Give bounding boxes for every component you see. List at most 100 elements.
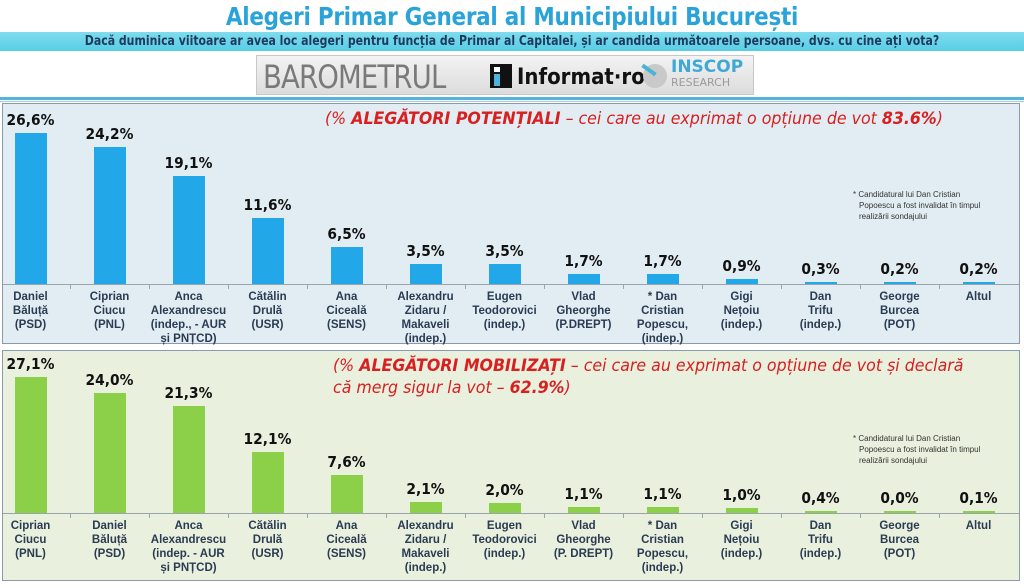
- axis-tick: [860, 514, 861, 518]
- survey-question: Dacă duminica viitoare ar avea loc alege…: [84, 34, 940, 49]
- informat-logo-icon: [490, 64, 512, 88]
- inscop-research-label: RESEARCH: [671, 76, 731, 89]
- bar-column: 7,6%: [307, 351, 386, 513]
- axis-tick: [465, 285, 466, 289]
- category-label: Alexandru Zidaru / Makaveli (indep.): [397, 520, 454, 574]
- axis-tick: [149, 514, 150, 518]
- bar: [93, 146, 126, 284]
- bar: [488, 264, 521, 284]
- bar-value-label: 7,6%: [327, 452, 366, 471]
- category-label: Altul: [965, 291, 992, 303]
- bar: [646, 274, 679, 284]
- header-divider: [0, 97, 1024, 100]
- bar-column: 0,2%: [939, 104, 1018, 284]
- x-axis-line: [3, 513, 1019, 514]
- category-label: Ciprian Ciucu (PNL): [10, 520, 51, 560]
- axis-tick: [702, 514, 703, 518]
- bar-value-label: 24,2%: [85, 124, 134, 143]
- bar-value-label: 0,2%: [880, 260, 919, 278]
- bar-column: 3,5%: [465, 104, 544, 284]
- axis-tick: [386, 285, 387, 289]
- axis-tick: [623, 514, 624, 518]
- chart-mobilized-voters: (% ALEGĂTORI MOBILIZAȚI – cei care au ex…: [2, 350, 1020, 581]
- bar-value-label: 26,6%: [6, 110, 55, 129]
- category-label: Daniel Băluță (PSD): [91, 520, 128, 560]
- bar-value-label: 1,0%: [722, 485, 761, 504]
- axis-tick: [544, 285, 545, 289]
- inscop-logo-icon: [643, 64, 667, 88]
- bar-value-label: 1,1%: [564, 485, 603, 504]
- bar: [725, 278, 758, 284]
- panel-note-potential: (% ALEGĂTORI POTENȚIALI – cei care au ex…: [325, 109, 943, 129]
- header-divider-thin: [0, 101, 1024, 102]
- category-label: Vlad Gheorghe (P.DREPT): [555, 291, 612, 331]
- bar-value-label: 3,5%: [406, 242, 445, 261]
- bar-value-label: 2,0%: [485, 480, 524, 499]
- footnote-invalidated: * Candidatural lui Dan Cristian Popoescu…: [853, 434, 981, 465]
- axis-tick: [781, 285, 782, 289]
- axis-tick: [781, 514, 782, 518]
- category-label: Ana Ciceală (SENS): [326, 520, 367, 560]
- bar-value-label: 24,0%: [85, 370, 134, 389]
- bar-value-label: 1,7%: [564, 252, 603, 271]
- bar-value-label: 11,6%: [243, 196, 292, 215]
- page-title: Alegeri Primar General al Municipiului B…: [225, 2, 799, 31]
- bar: [567, 274, 600, 284]
- category-label: Cătălin Drulă (USR): [248, 520, 287, 560]
- category-label: Vlad Gheorghe (P. DREPT): [553, 520, 614, 560]
- bar: [14, 376, 47, 513]
- bar-column: 2,1%: [386, 351, 465, 513]
- bar: [409, 502, 442, 513]
- bar-column: 21,3%: [149, 351, 228, 513]
- bar-value-label: 0,4%: [801, 488, 840, 507]
- bar-column: 24,2%: [70, 104, 149, 284]
- bar-value-label: 1,1%: [643, 485, 682, 504]
- category-label: Dan Trifu (indep.): [799, 520, 842, 560]
- bar-value-label: 2,1%: [406, 480, 445, 499]
- bar-value-label: 12,1%: [243, 430, 292, 449]
- axis-tick: [228, 285, 229, 289]
- category-label: * Dan Cristian Popescu, (indep.): [636, 291, 689, 345]
- axis-tick: [860, 285, 861, 289]
- bar-column: 1,7%: [623, 104, 702, 284]
- bar: [409, 264, 442, 284]
- bar: [962, 282, 995, 284]
- bar-column: 0,1%: [939, 351, 1018, 513]
- bar-column: 1,0%: [702, 351, 781, 513]
- category-label: George Burcea (POT): [879, 520, 920, 560]
- axis-tick: [228, 514, 229, 518]
- bar-value-label: 0,3%: [801, 260, 840, 278]
- axis-tick: [70, 285, 71, 289]
- bar-column: 0,0%: [860, 351, 939, 513]
- bar-value-label: 0,9%: [722, 256, 761, 275]
- category-label: Alexandru Zidaru / Makaveli (indep.): [397, 291, 454, 345]
- chart-potential-voters: (% ALEGĂTORI POTENȚIALI – cei care au ex…: [0, 103, 1020, 345]
- bar-value-label: 0,2%: [959, 260, 998, 278]
- bar-column: 1,1%: [544, 351, 623, 513]
- category-label: Daniel Băluță (PSD): [12, 291, 49, 331]
- bar-value-label: 21,3%: [164, 384, 213, 403]
- bar: [330, 247, 363, 284]
- bar: [172, 406, 205, 513]
- x-axis-line: [3, 284, 1019, 285]
- bar-column: 1,7%: [544, 104, 623, 284]
- bar-value-label: 6,5%: [327, 225, 366, 244]
- bar-column: 26,6%: [0, 104, 70, 284]
- category-label: Gigi Nețoiu (indep.): [720, 520, 763, 560]
- axis-tick: [465, 514, 466, 518]
- axis-tick: [307, 285, 308, 289]
- bar: [646, 507, 679, 513]
- bar-value-label: 27,1%: [6, 354, 55, 373]
- bar: [330, 474, 363, 513]
- bar-column: 27,1%: [0, 351, 70, 513]
- category-label: Gigi Nețoiu (indep.): [720, 291, 763, 331]
- bar-column: 0,2%: [860, 104, 939, 284]
- category-label: * Dan Cristian Popescu, (indep.): [636, 520, 689, 574]
- axis-tick: [702, 285, 703, 289]
- category-label: Altul: [965, 520, 992, 532]
- bar-value-label: 0,0%: [880, 489, 919, 507]
- category-label: Dan Trifu (indep.): [799, 291, 842, 331]
- bar: [725, 507, 758, 513]
- question-banner: Dacă duminica viitoare ar avea loc alege…: [0, 32, 1024, 51]
- axis-tick: [939, 514, 940, 518]
